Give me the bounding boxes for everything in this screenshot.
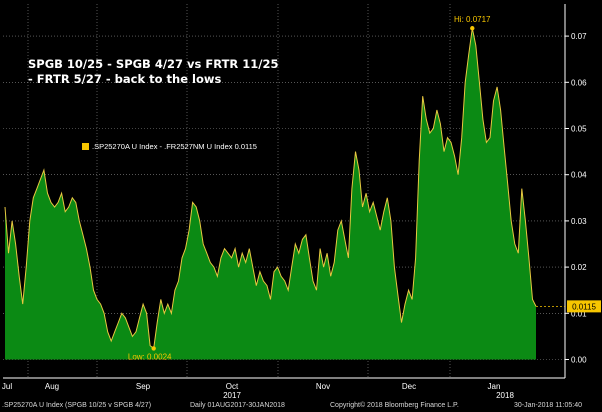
y-tick-label: 0.03 (571, 217, 587, 226)
series-line (4, 28, 537, 350)
x-year-label: 2017 (223, 391, 241, 400)
y-tick-label: 0.01 (571, 309, 587, 318)
footer-date-range: Daily 01AUG2017-30JAN2018 (190, 402, 285, 409)
last-value-label: 0.0115 (572, 302, 596, 311)
area-fill (5, 28, 536, 360)
low-marker (151, 346, 156, 351)
x-month-label: Jan (488, 382, 501, 391)
x-month-label: Oct (226, 382, 239, 391)
footer-series: .SP25270A U Index (SPGB 10/25 v SPGB 4/2… (2, 402, 152, 409)
tick-labels: 0.00 0.01 0.02 0.03 0.04 0.05 0.06 0.07 Jul Aug Se… (2, 32, 587, 400)
legend[interactable]: .SP25270A U Index - .FR2527NM U Index 0.… (82, 142, 257, 151)
footer-timestamp: 30-Jan-2018 11:05:40 (514, 402, 582, 409)
last-value-tag (567, 300, 601, 313)
axes (3, 4, 569, 379)
y-tick-label: 0.07 (571, 32, 587, 41)
x-year-label: 2018 (496, 391, 514, 400)
chart-title-line-1: SPGB 10/25 - SPGB 4/27 vs FRTR 11/25 (28, 57, 279, 71)
footer-copyright: Copyright© 2018 Bloomberg Finance L.P. (330, 402, 459, 409)
y-tick-label: 0.05 (571, 125, 587, 134)
high-marker (470, 26, 475, 31)
legend-swatch (82, 143, 89, 150)
y-tick-label: 0.00 (571, 356, 587, 365)
low-label: Low: 0.0024 (128, 352, 172, 361)
x-month-label: Dec (402, 382, 416, 391)
x-month-label: Jul (2, 382, 12, 391)
x-month-label: Sep (136, 382, 151, 391)
chart-title-line-2: - FRTR 5/27 - back to the lows (28, 72, 222, 86)
y-tick-label: 0.04 (571, 171, 587, 180)
y-tick-label: 0.06 (571, 78, 587, 87)
x-month-label: Nov (316, 382, 330, 391)
y-tick-label: 0.02 (571, 263, 587, 272)
x-month-label: Aug (45, 382, 59, 391)
legend-label: .SP25270A U Index - .FR2527NM U Index 0.… (92, 142, 257, 151)
annotations: Hi: 0.0717 Low: 0.0024 0.0115 (128, 15, 601, 361)
area-series (4, 28, 537, 360)
high-label: Hi: 0.0717 (454, 15, 491, 24)
chart-title: SPGB 10/25 - SPGB 4/27 vs FRTR 11/25 - F… (28, 57, 278, 87)
